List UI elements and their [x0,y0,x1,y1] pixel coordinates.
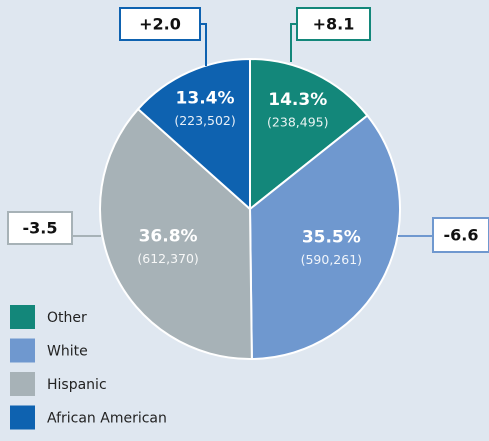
callout-box [7,211,73,245]
callout-box [119,7,201,41]
legend-label: Other [47,310,87,326]
slice-percent: 13.4% [176,89,235,109]
legend-swatch [10,405,35,430]
slice-count: (590,261) [301,252,362,267]
pie-slice [249,57,369,212]
change-label: +8.1 [313,15,355,34]
change-label: -3.5 [23,219,58,238]
slice-count: (612,370) [137,251,198,266]
slice-count: (223,502) [174,113,235,128]
legend-label: African American [47,411,167,427]
legend-label: White [47,344,88,360]
pie-slice [136,57,251,212]
change-label: +2.0 [139,15,181,34]
slice-percent: 14.3% [268,90,327,110]
legend-swatch [10,338,35,363]
legend-swatch [10,305,35,329]
slice-percent: 35.5% [302,228,361,248]
slice-count: (238,495) [267,114,328,129]
slice-percent: 36.8% [139,226,198,246]
callout-connector [290,23,297,62]
callout-connector [200,23,207,66]
pie-slice [99,107,253,360]
change-label: -6.6 [444,226,479,245]
legend-swatch [10,372,35,396]
legend-label: Hispanic [47,377,107,393]
pie-slice [248,114,401,361]
callout-box [296,7,371,41]
callout-box [432,217,489,253]
